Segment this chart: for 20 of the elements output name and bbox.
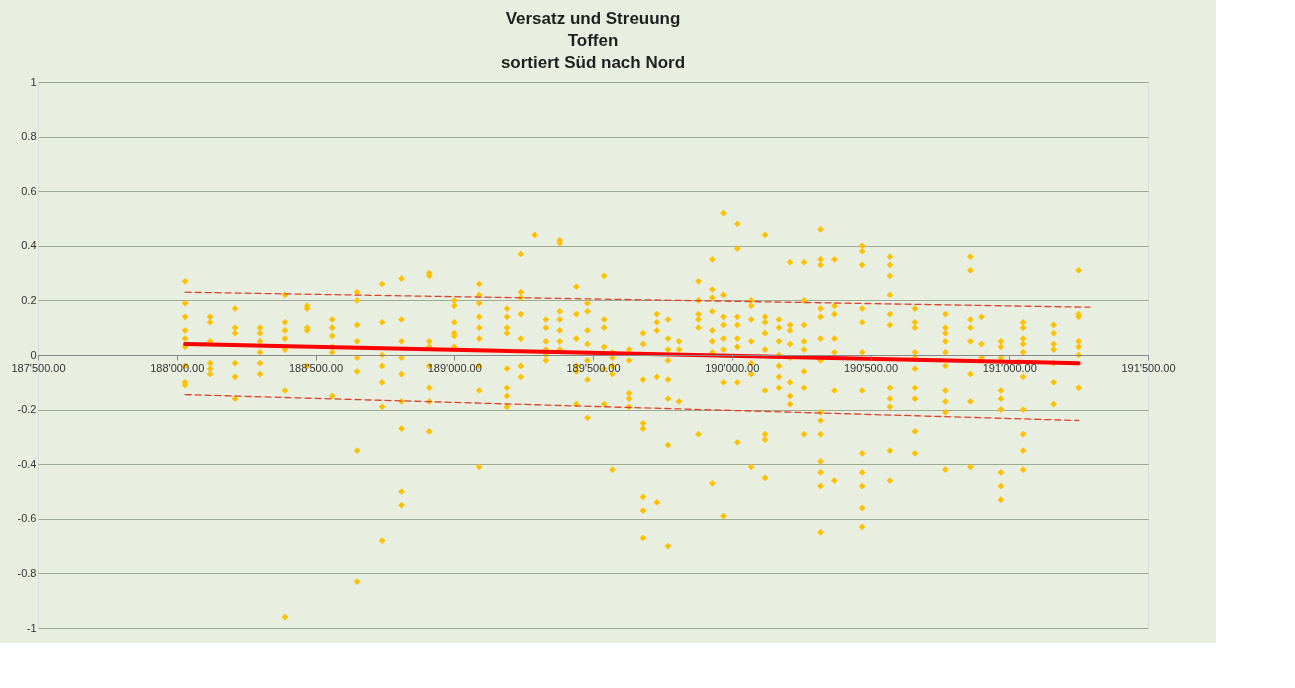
x-tick-label: 189'000.00 bbox=[427, 361, 482, 374]
y-tick-label: 0.4 bbox=[21, 239, 37, 252]
y-tick-label: -0.2 bbox=[17, 403, 37, 416]
y-tick-label: -0.8 bbox=[17, 566, 37, 579]
y-tick-label: 1 bbox=[30, 75, 37, 88]
y-tick-label: -1 bbox=[26, 621, 37, 634]
x-tick-label: 190'000.00 bbox=[705, 361, 760, 374]
x-tick-label: 188'000.00 bbox=[150, 361, 205, 374]
y-tick-label: 0.2 bbox=[21, 293, 37, 306]
x-tick-label: 190'500.00 bbox=[843, 361, 899, 374]
y-tick-label: 0.6 bbox=[21, 184, 37, 197]
x-tick-label: 191'500.00 bbox=[1121, 361, 1176, 374]
x-tick-label: 187'500.00 bbox=[11, 361, 66, 374]
y-tick-label: -0.4 bbox=[17, 457, 37, 470]
x-tick-label: 188'500.00 bbox=[288, 361, 344, 374]
chart-title: Versatz und Streuung Toffen sortiert Süd nach Nord bbox=[500, 9, 686, 72]
x-tick-label: 191'000.00 bbox=[982, 361, 1037, 374]
y-tick-label: 0 bbox=[30, 348, 37, 361]
y-tick-label: -0.6 bbox=[17, 512, 37, 525]
y-tick-label: 0.8 bbox=[21, 130, 37, 143]
